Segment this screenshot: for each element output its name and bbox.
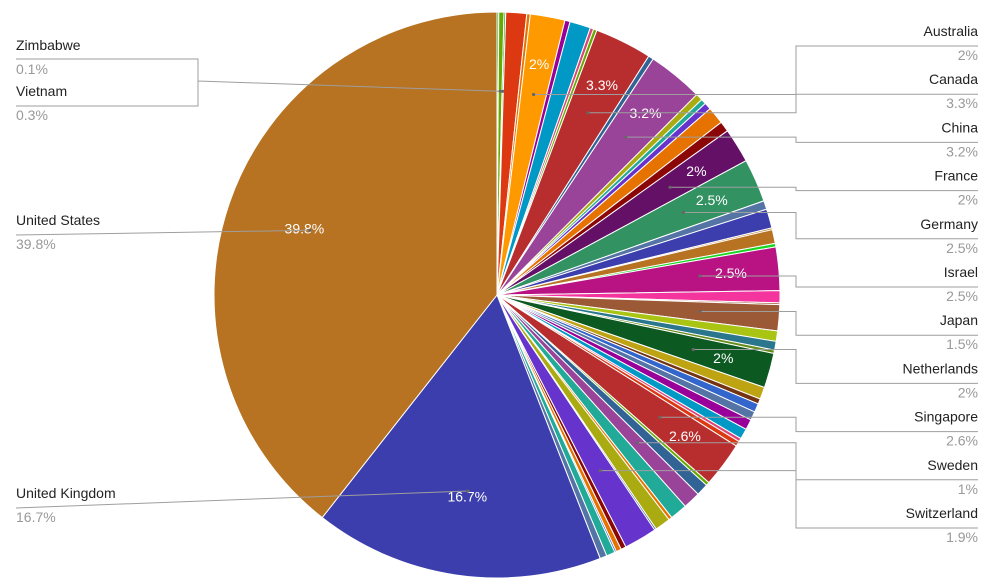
label-value-israel: 2.5% (946, 288, 978, 304)
label-value-united-kingdom: 16.7% (16, 509, 56, 525)
slice-percent-label-israel: 2.5% (715, 265, 747, 281)
leader-line-vietnam (16, 58, 501, 107)
slice-percent-label-netherlands: 2% (713, 350, 733, 366)
leader-line-france (670, 186, 978, 192)
label-value-vietnam: 0.3% (16, 107, 48, 123)
leader-dot-united-states (308, 228, 312, 232)
label-value-japan: 1.5% (946, 336, 978, 352)
pie-slice-united-states (213, 11, 498, 519)
leader-line-japan (700, 311, 978, 336)
pie-slice-united-kingdom (321, 294, 601, 579)
label-name-netherlands: Netherlands (903, 360, 979, 376)
label-name-australia: Australia (924, 23, 979, 39)
leader-dot-canada (586, 111, 590, 115)
label-value-canada: 3.3% (946, 95, 978, 111)
slice-percent-label-france: 2% (686, 163, 706, 179)
leader-dot-japan (698, 309, 702, 314)
label-value-zimbabwe: 0.1% (16, 61, 48, 77)
pie-slices (213, 11, 781, 579)
outside-labels: Vietnam 0.3% Zimbabwe 0.1% Australia 2% Canada… (16, 23, 978, 545)
leader-line-singapore (660, 416, 978, 433)
label-value-singapore: 2.6% (946, 433, 978, 449)
label-name-zimbabwe: Zimbabwe (16, 37, 81, 53)
leader-dot-zimbabwe (501, 89, 505, 93)
leader-line-china (625, 136, 978, 143)
label-name-switzerland: Switzerland (906, 505, 978, 521)
leader-lines (15, 45, 978, 529)
leader-dot-australia (532, 92, 536, 97)
label-name-japan: Japan (940, 312, 978, 328)
leader-dot-china (624, 135, 628, 139)
label-value-united-states: 39.8% (16, 236, 56, 252)
label-name-china: China (941, 119, 978, 135)
label-name-singapore: Singapore (914, 409, 978, 425)
leader-line-united-kingdom (15, 490, 469, 509)
slice-percent-label-germany: 2.5% (696, 192, 728, 208)
slice-percent-label-canada: 3.3% (586, 77, 618, 93)
label-name-canada: Canada (929, 71, 978, 87)
leader-line-australia (533, 45, 978, 95)
leader-dot-switzerland (598, 469, 602, 473)
leader-dot-sweden (635, 441, 639, 445)
label-name-france: France (934, 168, 978, 184)
label-name-sweden: Sweden (927, 457, 978, 473)
leader-line-switzerland (600, 470, 978, 529)
label-name-israel: Israel (944, 264, 978, 280)
leader-dot-france (668, 185, 672, 189)
label-name-united-kingdom: United Kingdom (16, 485, 116, 501)
leader-line-israel (699, 275, 978, 288)
label-value-australia: 2% (958, 47, 978, 63)
slice-percent-label-united-kingdom: 16.7% (447, 489, 487, 505)
leader-dot-netherlands (691, 347, 695, 352)
label-value-china: 3.2% (946, 143, 978, 159)
leader-line-sweden (637, 442, 978, 481)
label-name-united-states: United States (16, 212, 100, 228)
label-value-france: 2% (958, 192, 978, 208)
label-value-germany: 2.5% (946, 240, 978, 256)
slice-percent-label-united-states: 39.8% (285, 220, 325, 236)
label-value-sweden: 1% (958, 481, 978, 497)
leader-dot-vietnam (498, 89, 502, 93)
label-name-vietnam: Vietnam (16, 83, 67, 99)
label-value-switzerland: 1.9% (946, 529, 978, 545)
leader-dot-israel (698, 274, 702, 278)
leader-dot-singapore (658, 415, 662, 419)
label-name-germany: Germany (920, 216, 978, 232)
leader-dot-germany (681, 210, 685, 215)
slice-percent-label-singapore: 2.6% (669, 428, 701, 444)
leader-line-netherlands (693, 349, 978, 384)
leader-line-united-states (15, 229, 310, 236)
leader-line-germany (683, 212, 978, 240)
leader-dot-united-kingdom (466, 489, 470, 493)
leader-line-canada (588, 93, 978, 114)
label-value-netherlands: 2% (958, 384, 978, 400)
slice-percent-label-australia: 2% (529, 56, 549, 72)
